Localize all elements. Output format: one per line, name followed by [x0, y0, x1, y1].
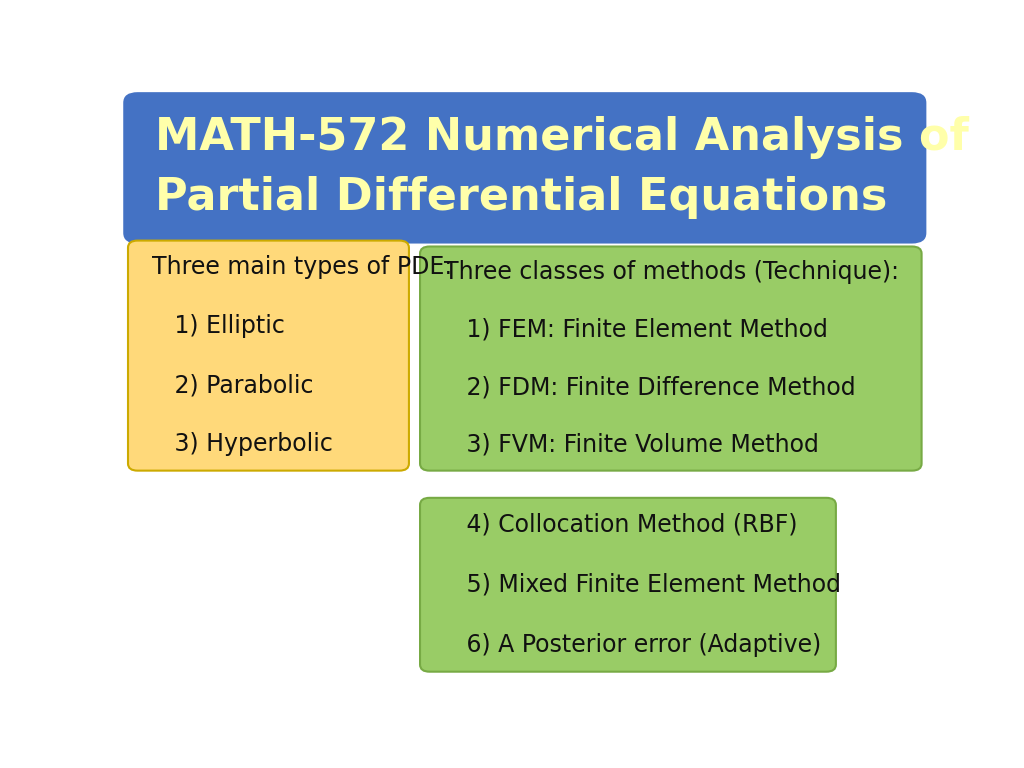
Text: 5) Mixed Finite Element Method: 5) Mixed Finite Element Method [443, 573, 841, 597]
Text: Three classes of methods (Technique):: Three classes of methods (Technique): [443, 260, 899, 284]
FancyBboxPatch shape [420, 498, 836, 672]
Text: 1) FEM: Finite Element Method: 1) FEM: Finite Element Method [443, 318, 827, 342]
Text: Partial Differential Equations: Partial Differential Equations [155, 177, 888, 220]
FancyBboxPatch shape [420, 247, 922, 471]
FancyBboxPatch shape [128, 240, 409, 471]
Text: MATH-572 Numerical Analysis of: MATH-572 Numerical Analysis of [155, 117, 969, 160]
Text: 2) Parabolic: 2) Parabolic [152, 373, 313, 397]
FancyBboxPatch shape [123, 92, 927, 243]
Text: Three main types of PDE:: Three main types of PDE: [152, 255, 452, 279]
Text: 4) Collocation Method (RBF): 4) Collocation Method (RBF) [443, 512, 798, 537]
Text: 2) FDM: Finite Difference Method: 2) FDM: Finite Difference Method [443, 376, 855, 399]
Text: 3) FVM: Finite Volume Method: 3) FVM: Finite Volume Method [443, 433, 819, 457]
Text: 1) Elliptic: 1) Elliptic [152, 314, 285, 338]
Text: 6) A Posterior error (Adaptive): 6) A Posterior error (Adaptive) [443, 633, 821, 657]
Text: 3) Hyperbolic: 3) Hyperbolic [152, 432, 333, 456]
